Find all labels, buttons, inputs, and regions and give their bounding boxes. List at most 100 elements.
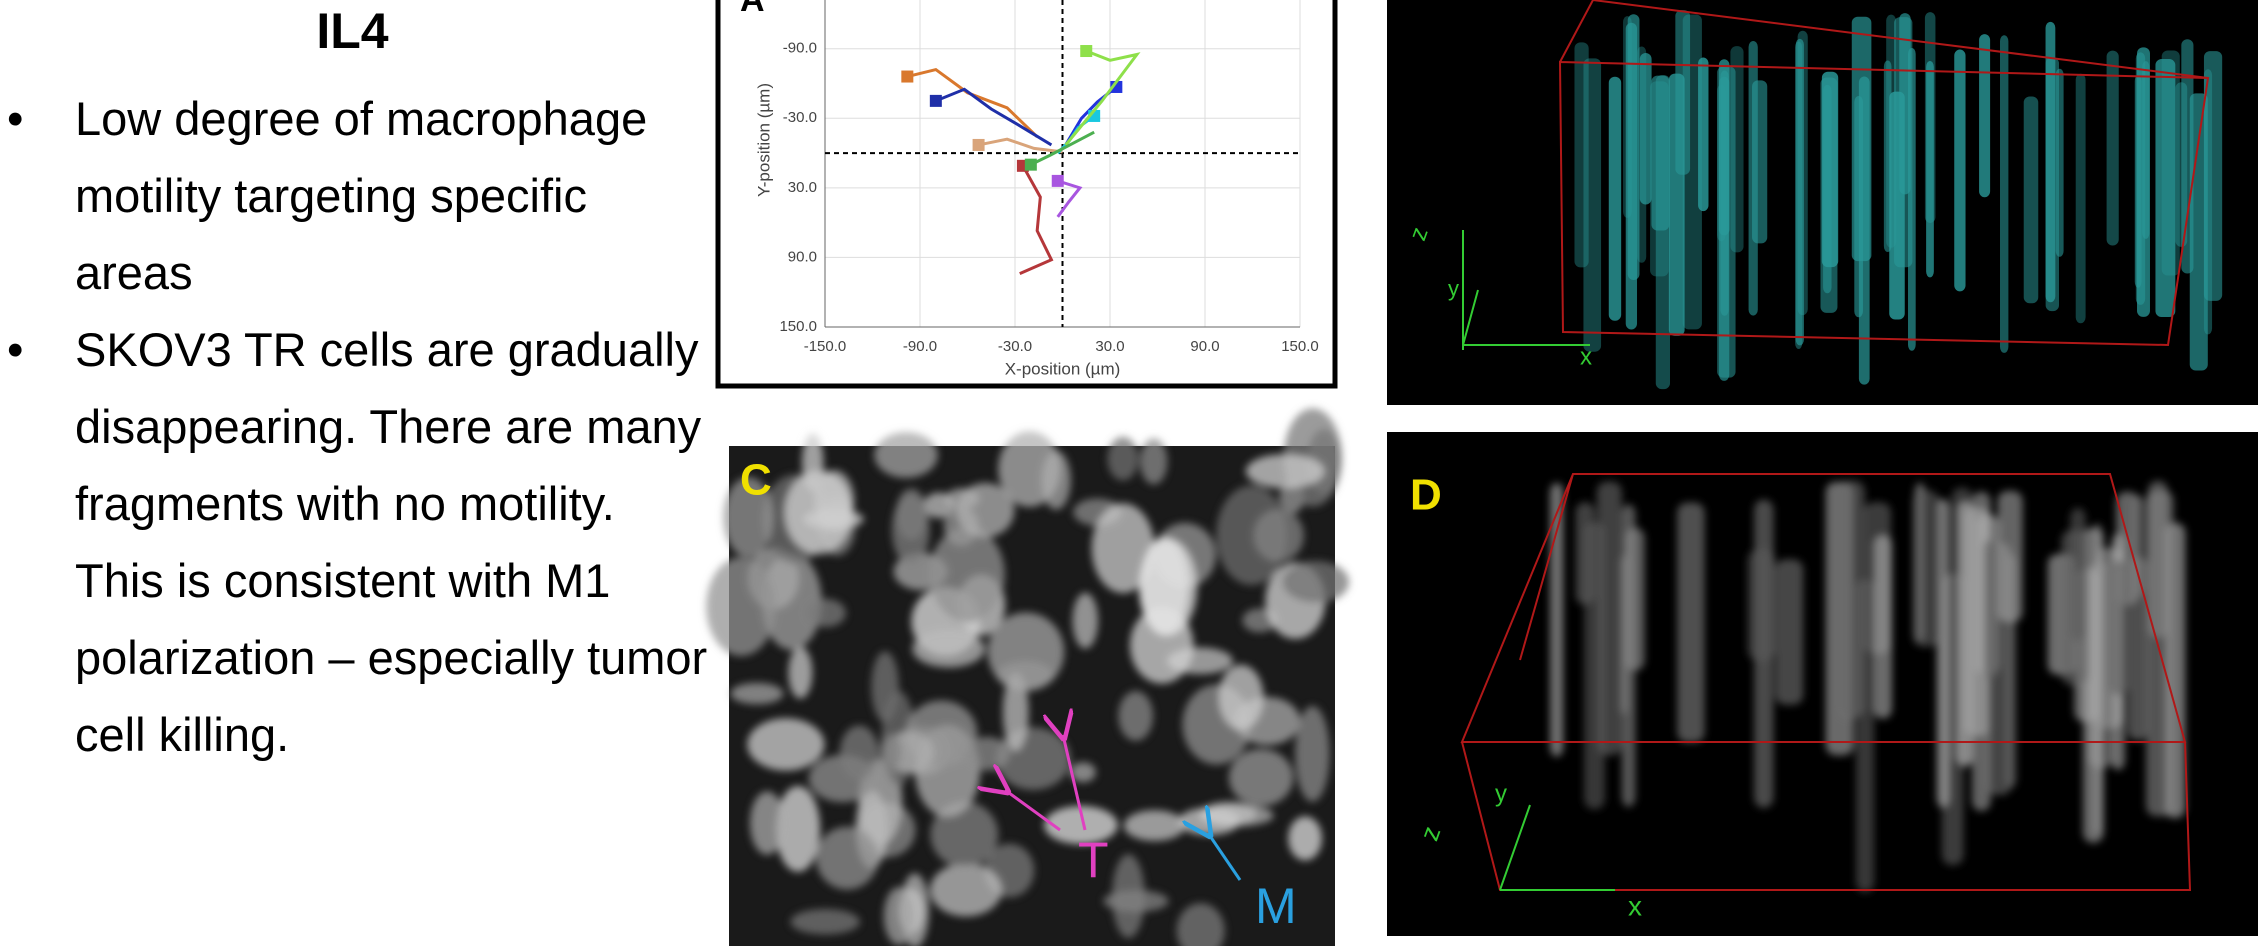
blob xyxy=(1118,691,1153,741)
panel-label: C xyxy=(740,456,772,505)
axis-label: y xyxy=(1495,780,1507,807)
streak xyxy=(1637,46,1646,262)
x-axis-label: X-position (µm) xyxy=(1005,359,1121,378)
blob xyxy=(816,827,878,890)
blob xyxy=(892,494,930,565)
streak xyxy=(2128,556,2148,740)
track-start xyxy=(1025,159,1037,171)
streak xyxy=(1823,85,1831,294)
streak xyxy=(2107,51,2119,246)
streak xyxy=(1979,34,1990,197)
panel-label: D xyxy=(1410,471,1442,520)
streak xyxy=(1584,522,1605,809)
y-tick-label: 90.0 xyxy=(788,248,817,265)
blob xyxy=(840,726,879,780)
streak xyxy=(1748,550,1775,661)
blob xyxy=(806,599,846,627)
streak xyxy=(1622,504,1636,806)
streak xyxy=(1677,503,1704,743)
blob xyxy=(1288,816,1322,860)
streak xyxy=(2046,57,2059,311)
annotation: M xyxy=(1255,878,1297,934)
axis-label: x xyxy=(1628,890,1642,921)
streak xyxy=(1749,41,1758,316)
blob xyxy=(1140,537,1189,635)
blob xyxy=(706,557,776,656)
streak xyxy=(1656,75,1670,389)
track-start xyxy=(1080,45,1092,57)
x-tick-label: 30.0 xyxy=(1095,338,1124,355)
streak xyxy=(2076,74,2086,324)
streak xyxy=(1874,535,1892,719)
y-axis-label: Y-position (µm) xyxy=(754,83,773,197)
blob xyxy=(804,509,864,529)
x-tick-label: 150.0 xyxy=(1281,338,1319,355)
streak xyxy=(2142,61,2149,239)
blob xyxy=(730,683,783,704)
blob xyxy=(1282,561,1349,603)
streak xyxy=(1775,559,1803,704)
streak xyxy=(2135,75,2142,288)
axis-label: x xyxy=(1580,343,1592,370)
blob xyxy=(1253,509,1304,562)
blob xyxy=(1140,438,1167,484)
blob xyxy=(1218,665,1263,730)
figure: A -150.0-90.0-30.030.090.0150.0-90.0-30.… xyxy=(0,0,2258,946)
blob xyxy=(879,734,901,771)
blob xyxy=(912,630,984,667)
track-start xyxy=(973,139,985,151)
blob xyxy=(790,909,860,934)
y-tick-label: 150.0 xyxy=(779,318,817,335)
streak xyxy=(2204,69,2212,334)
streak xyxy=(1998,491,2023,622)
axis-label: y xyxy=(1448,276,1459,301)
blob xyxy=(964,737,1011,771)
x-tick-label: -150.0 xyxy=(804,338,847,355)
streak xyxy=(1698,57,1708,211)
streak xyxy=(1609,77,1621,321)
blob xyxy=(802,433,823,491)
y-tick-label: -30.0 xyxy=(783,109,817,126)
blob xyxy=(1246,454,1324,488)
streak xyxy=(2024,97,2039,304)
streak xyxy=(1839,481,1865,718)
panel-label: A xyxy=(740,0,765,19)
streak xyxy=(2162,50,2180,275)
x-tick-label: 90.0 xyxy=(1190,338,1219,355)
track-start xyxy=(1052,175,1064,187)
streak xyxy=(1852,17,1872,261)
x-tick-label: -30.0 xyxy=(998,338,1032,355)
blob xyxy=(1178,808,1240,836)
blob xyxy=(956,483,1015,537)
streak xyxy=(2070,508,2085,641)
track-start xyxy=(901,71,913,83)
streak xyxy=(1983,539,1997,680)
y-tick-label: 30.0 xyxy=(788,179,817,196)
x-tick-label: -90.0 xyxy=(903,338,937,355)
streak xyxy=(1926,61,1934,277)
streak xyxy=(1626,23,1637,330)
streak xyxy=(1583,58,1601,351)
blob xyxy=(1073,593,1098,649)
streak xyxy=(1675,10,1690,175)
streak xyxy=(2000,35,2008,353)
blob xyxy=(924,492,955,518)
streak xyxy=(1717,67,1735,378)
streak xyxy=(2110,560,2128,696)
blob xyxy=(750,791,784,854)
streak xyxy=(1954,50,1965,292)
blob xyxy=(884,887,915,945)
blob xyxy=(1107,437,1138,481)
blob xyxy=(988,612,1065,691)
blob xyxy=(874,432,937,478)
track-start xyxy=(930,95,942,107)
blob xyxy=(1229,749,1293,806)
streak xyxy=(1913,491,1939,647)
blob xyxy=(1124,810,1185,841)
blob xyxy=(788,647,812,699)
streak xyxy=(1796,39,1804,345)
annotation: T xyxy=(1078,832,1109,888)
blob xyxy=(747,718,824,770)
blob xyxy=(930,863,1002,916)
blob xyxy=(1103,890,1168,912)
